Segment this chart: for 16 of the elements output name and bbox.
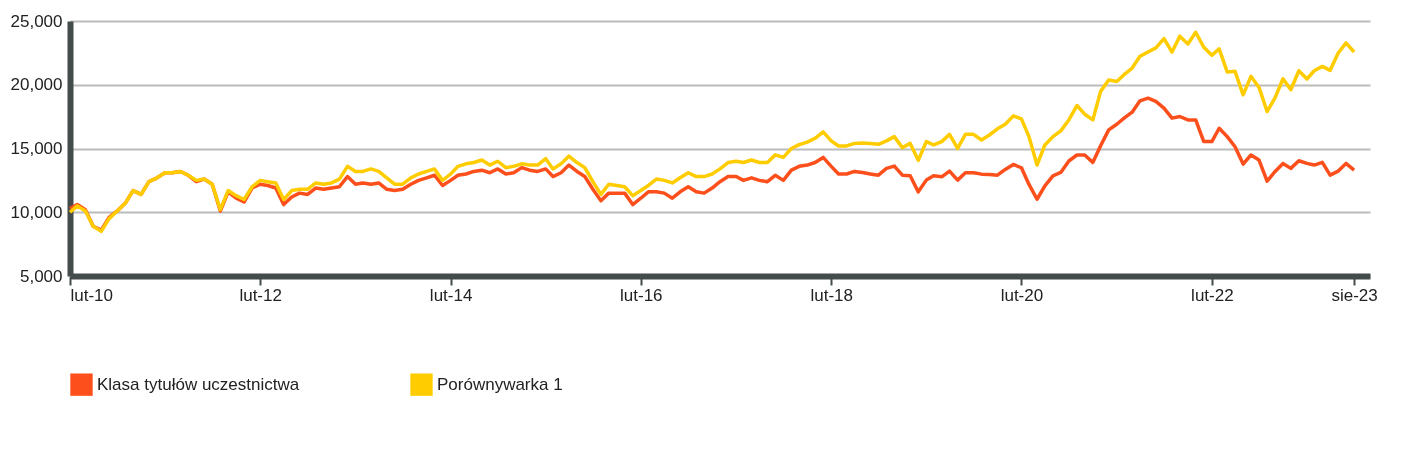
line-series <box>68 30 1356 234</box>
y-tick-label: 5,000 <box>19 266 63 286</box>
legend-label: Klasa tytułów uczestnictwa <box>97 374 300 394</box>
y-tick-label: 25,000 <box>10 11 63 31</box>
legend-label: Porównywarka 1 <box>437 374 563 394</box>
x-tick-label: lut-10 <box>70 285 114 305</box>
y-tick-label: 10,000 <box>10 202 63 222</box>
y-tick-label: 20,000 <box>10 75 63 95</box>
x-tick-label: lut-14 <box>429 285 473 305</box>
x-tick-label: sie-23 <box>1331 285 1378 305</box>
x-tick-label: lut-12 <box>239 285 282 305</box>
x-tick-label: lut-20 <box>1000 285 1044 305</box>
x-tick-label: lut-18 <box>810 285 854 305</box>
x-tick-label: lut-16 <box>620 285 663 305</box>
y-tick-label: 15,000 <box>10 139 63 158</box>
x-tick-label: lut-22 <box>1191 285 1234 305</box>
